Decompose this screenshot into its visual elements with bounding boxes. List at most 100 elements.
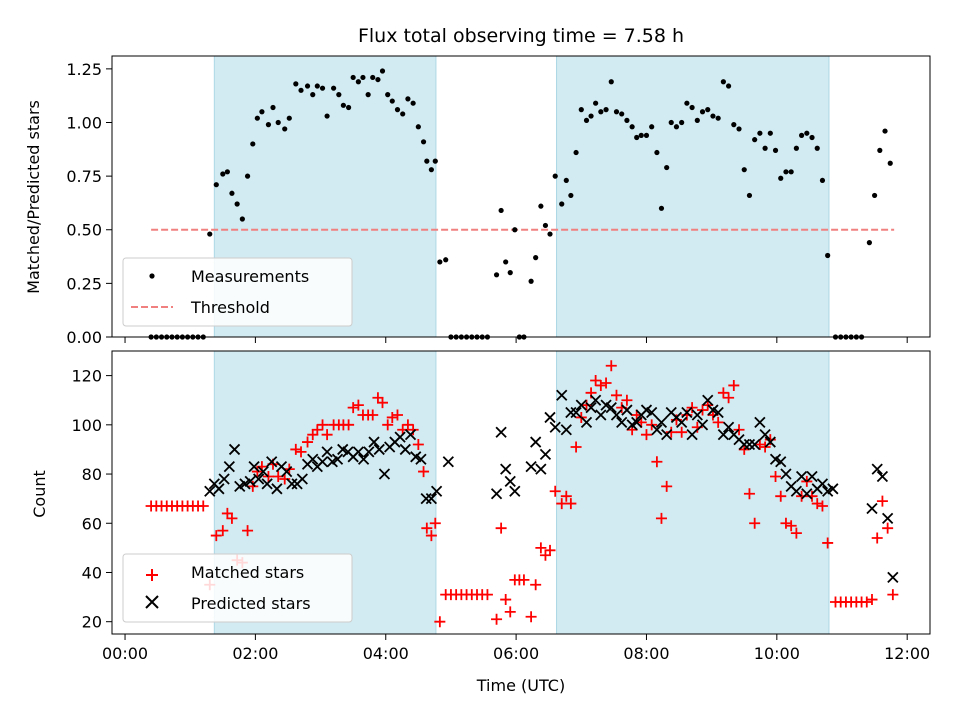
count-plot-frame (111, 350, 931, 635)
matched-star-point (376, 397, 388, 409)
measurement-point (654, 149, 660, 156)
measurement-point (679, 119, 685, 126)
matched-star-point (640, 429, 652, 441)
legend-matched: Matched stars (191, 563, 304, 582)
ratio-legend: Measurements Threshold (122, 257, 353, 327)
matched-star-point (290, 443, 302, 455)
measurement-point (207, 231, 213, 237)
measurement-point (767, 130, 773, 136)
chart-title: Flux total observing time = 7.58 h (358, 25, 684, 47)
predicted-star-point (801, 488, 813, 500)
matched-star-point (425, 530, 437, 542)
predicted-star-point (621, 404, 633, 416)
matched-star-point (575, 411, 587, 423)
x-axis-label: Time (UTC) (476, 676, 565, 695)
measurement-point (324, 113, 330, 119)
predicted-star-point (887, 571, 899, 584)
matched-star-point (217, 525, 229, 537)
predicted-star-point (228, 443, 241, 456)
matched-star-point (581, 399, 593, 411)
predicted-star-point (363, 446, 375, 458)
predicted-star-point (509, 485, 521, 497)
measurement-point (220, 171, 226, 177)
predicted-star-point (655, 416, 668, 429)
matched-star-point (210, 530, 222, 542)
matched-star-point (481, 589, 493, 601)
predicted-star-point (495, 426, 507, 438)
measurement-point (559, 201, 565, 207)
measurement-point (265, 122, 272, 128)
measurement-point (778, 175, 784, 181)
predicted-star-point (780, 468, 792, 480)
matched-star-point (382, 419, 394, 431)
matched-star-point (262, 471, 274, 483)
predicted-star-point (307, 453, 319, 465)
predicted-star-point (204, 485, 216, 497)
predicted-star-point (539, 448, 552, 460)
matched-star-point (655, 512, 667, 524)
predicted-star-point (651, 424, 663, 436)
count-plot: 20 40 60 80 100 120 00:00 02:00 04:00 06:00 08:00… (30, 350, 931, 695)
matched-star-point (402, 419, 414, 431)
x-tick-label: 02:00 (232, 644, 278, 663)
measurement-point (389, 98, 395, 104)
measurement-point (762, 145, 768, 151)
measurement-point (877, 147, 883, 153)
predicted-star-point (827, 483, 839, 495)
measurement-point (638, 132, 644, 138)
measurement-point (573, 149, 579, 156)
matched-star-point (785, 520, 797, 532)
measurement-point (319, 85, 326, 91)
predicted-star-point (257, 465, 269, 478)
matched-star-point (882, 522, 894, 534)
measurement-point (379, 68, 386, 74)
predicted-star-point (316, 456, 329, 468)
y-tick-label: 120 (71, 367, 102, 386)
measurement-point (710, 113, 716, 119)
x-tick-label: 08:00 (623, 644, 669, 663)
predicted-star-point (530, 436, 542, 448)
matched-star-point (754, 439, 766, 451)
predicted-star-point (535, 463, 547, 475)
predicted-star-point (556, 389, 568, 401)
matched-star-point (717, 387, 729, 399)
measurement-point (259, 109, 265, 115)
matched-star-point (321, 429, 333, 441)
matched-star-point (661, 480, 673, 492)
measurement-point (355, 79, 361, 85)
measurement-point (304, 83, 311, 89)
predicted-star-point (253, 473, 265, 485)
measurement-point (360, 74, 366, 81)
predicted-star-point (605, 401, 617, 414)
matched-star-point (418, 466, 430, 478)
measurement-point (649, 124, 655, 130)
measurement-point (804, 130, 810, 136)
measurement-point (503, 259, 509, 265)
predicted-star-point (378, 468, 391, 480)
measurement-point (772, 147, 779, 153)
matched-star-point (801, 475, 813, 487)
measurement-point (629, 124, 635, 130)
matched-star-point (861, 596, 873, 608)
matched-star-point (544, 544, 556, 556)
legend-threshold: Threshold (190, 298, 270, 317)
measurement-point (346, 104, 352, 111)
matched-star-point (518, 574, 530, 586)
predicted-star-point (764, 436, 776, 448)
y-tick-label: 40 (82, 563, 102, 582)
matched-star-point (317, 419, 329, 431)
measurement-point (746, 192, 753, 199)
measurement-point (608, 79, 614, 85)
measurement-point (798, 132, 805, 138)
measurement-point (634, 134, 640, 141)
measurement-point (814, 145, 820, 151)
measurement-point (731, 122, 737, 128)
matched-star-point (549, 485, 561, 497)
predicted-star-point (368, 436, 380, 448)
measurement-point (254, 115, 260, 121)
count-legend: Matched stars Predicted stars (122, 553, 353, 623)
measurement-point (314, 83, 320, 89)
predicted-star-point (248, 461, 260, 473)
y-tick-label: 60 (82, 514, 102, 533)
